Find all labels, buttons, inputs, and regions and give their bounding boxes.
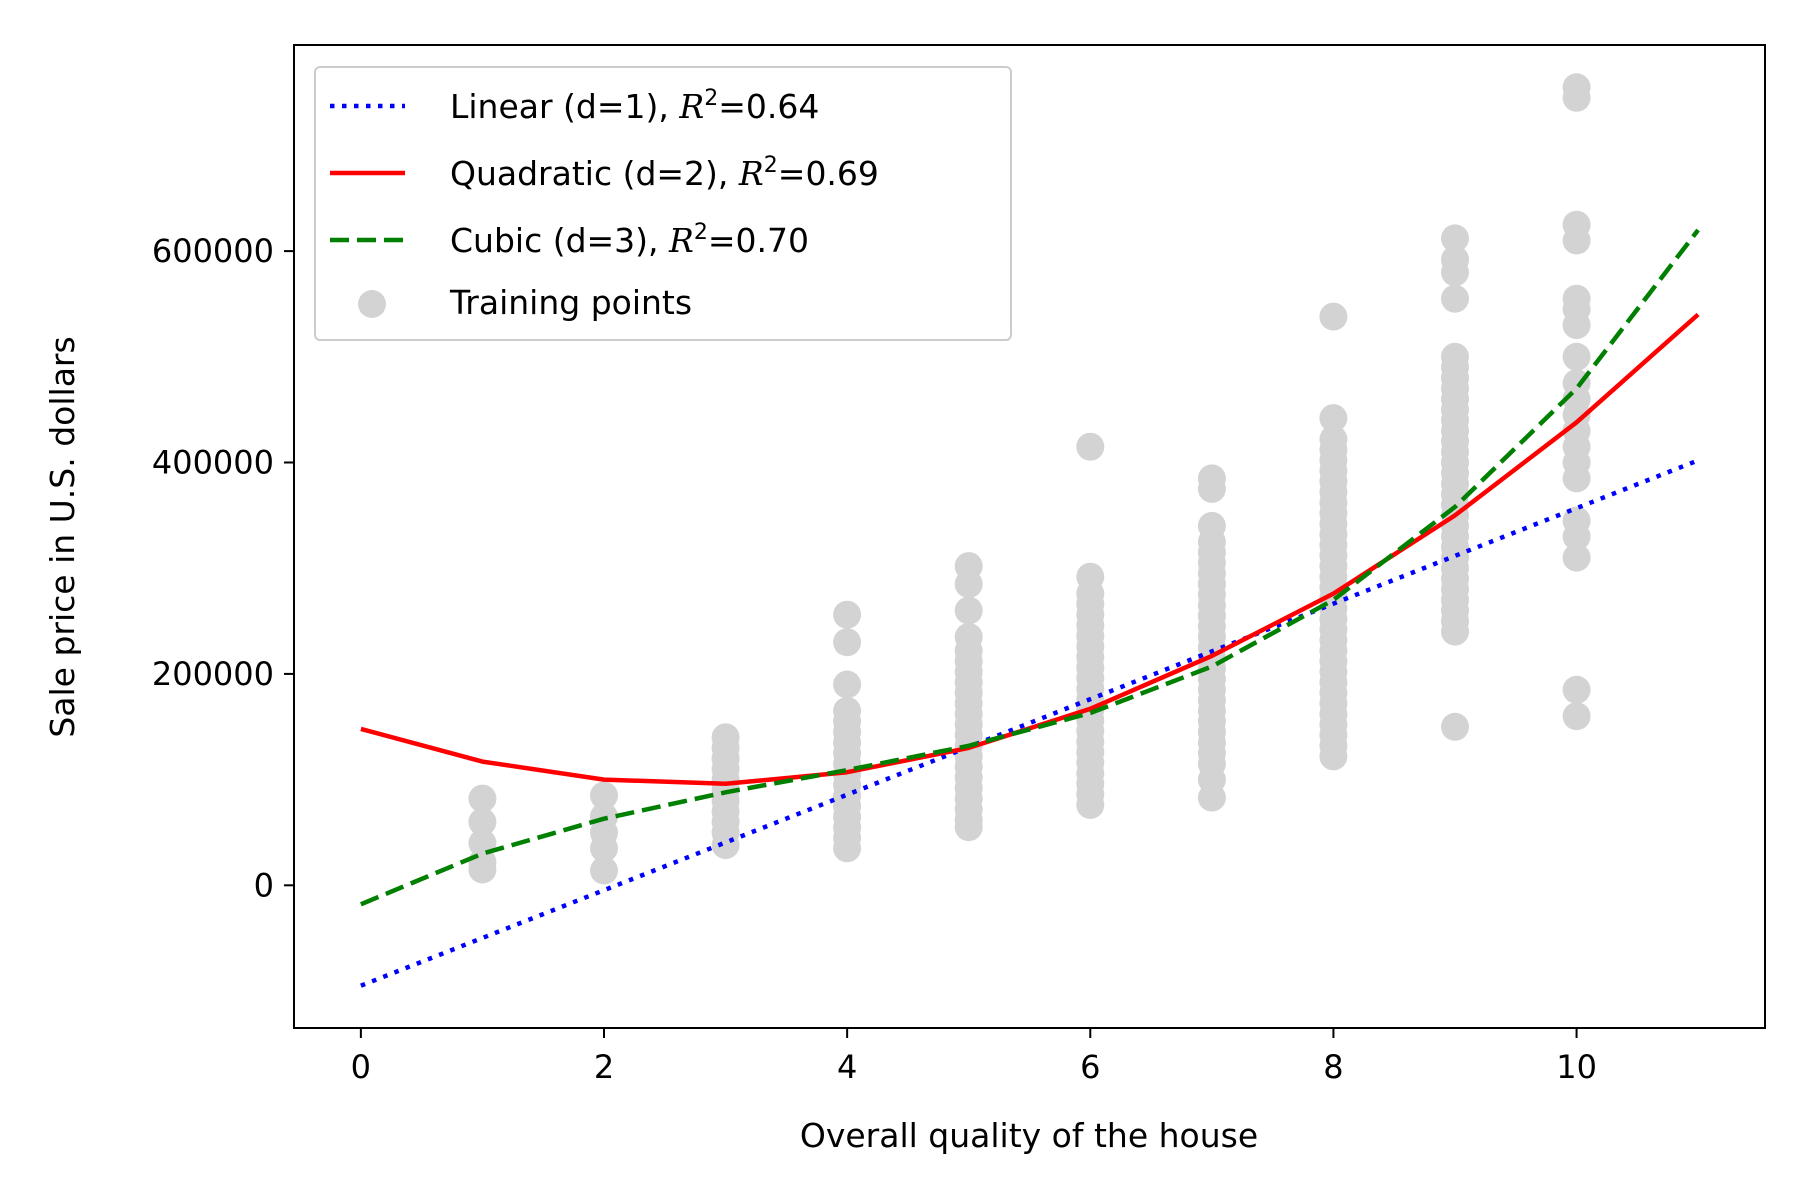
y-tick-label: 600000	[152, 232, 274, 270]
y-axis-label: Sale price in U.S. dollars	[43, 336, 82, 737]
plot-frame	[293, 44, 1766, 1029]
lines-layer	[360, 228, 1700, 988]
x-axis: 0 2 4 6 8 10	[351, 1028, 1597, 1086]
legend-label-training: Training points	[449, 283, 692, 322]
training-point	[954, 622, 983, 651]
y-tick-label: 200000	[152, 655, 274, 693]
y-tick-label: 400000	[152, 444, 274, 482]
training-point	[954, 552, 983, 581]
training-point	[1562, 284, 1591, 313]
training-point	[1319, 425, 1348, 454]
training-point	[1441, 284, 1469, 313]
training-point	[833, 628, 862, 657]
training-point	[1441, 245, 1469, 274]
training-point	[1562, 342, 1591, 371]
training-point	[833, 600, 862, 629]
y-axis: 0 200000 400000 600000	[152, 232, 294, 904]
training-point	[1197, 464, 1226, 493]
training-point	[833, 696, 862, 725]
training-point	[1562, 675, 1591, 704]
training-point	[711, 723, 740, 752]
training-point	[468, 784, 497, 813]
training-point	[1319, 404, 1348, 433]
legend: Linear (d=1), R2=0.64 Quadratic (d=2), R…	[314, 66, 1012, 341]
x-tick-label: 0	[351, 1048, 371, 1086]
x-tick-label: 6	[1080, 1048, 1100, 1086]
legend-box	[314, 66, 1012, 341]
training-point	[1562, 210, 1591, 239]
training-point	[590, 781, 618, 810]
training-point	[1441, 712, 1469, 741]
training-point	[1562, 543, 1591, 572]
legend-label-quadratic: Quadratic (d=2), R2=0.69	[450, 153, 879, 193]
legend-label-cubic: Cubic (d=3), R2=0.70	[450, 220, 809, 260]
training-point	[1441, 342, 1469, 371]
training-point	[1197, 511, 1226, 540]
x-tick-label: 2	[594, 1048, 614, 1086]
cubic-fit-line	[360, 228, 1700, 907]
training-point	[1562, 73, 1591, 102]
x-tick-label: 10	[1556, 1048, 1597, 1086]
training-point	[954, 596, 983, 625]
legend-label-linear: Linear (d=1), R2=0.64	[450, 86, 819, 126]
y-tick-label: 0	[254, 866, 274, 904]
x-axis-label: Overall quality of the house	[800, 1116, 1258, 1155]
training-point	[1562, 506, 1591, 535]
legend-swatch-training	[358, 290, 386, 318]
training-point	[590, 856, 618, 885]
x-tick-label: 4	[837, 1048, 857, 1086]
training-point	[1319, 302, 1348, 331]
training-point	[1441, 224, 1469, 253]
x-tick-label: 8	[1323, 1048, 1343, 1086]
training-point	[1076, 432, 1105, 461]
training-point	[468, 807, 497, 836]
training-point	[1562, 702, 1591, 731]
training-point	[833, 670, 862, 699]
training-point	[1076, 562, 1105, 591]
